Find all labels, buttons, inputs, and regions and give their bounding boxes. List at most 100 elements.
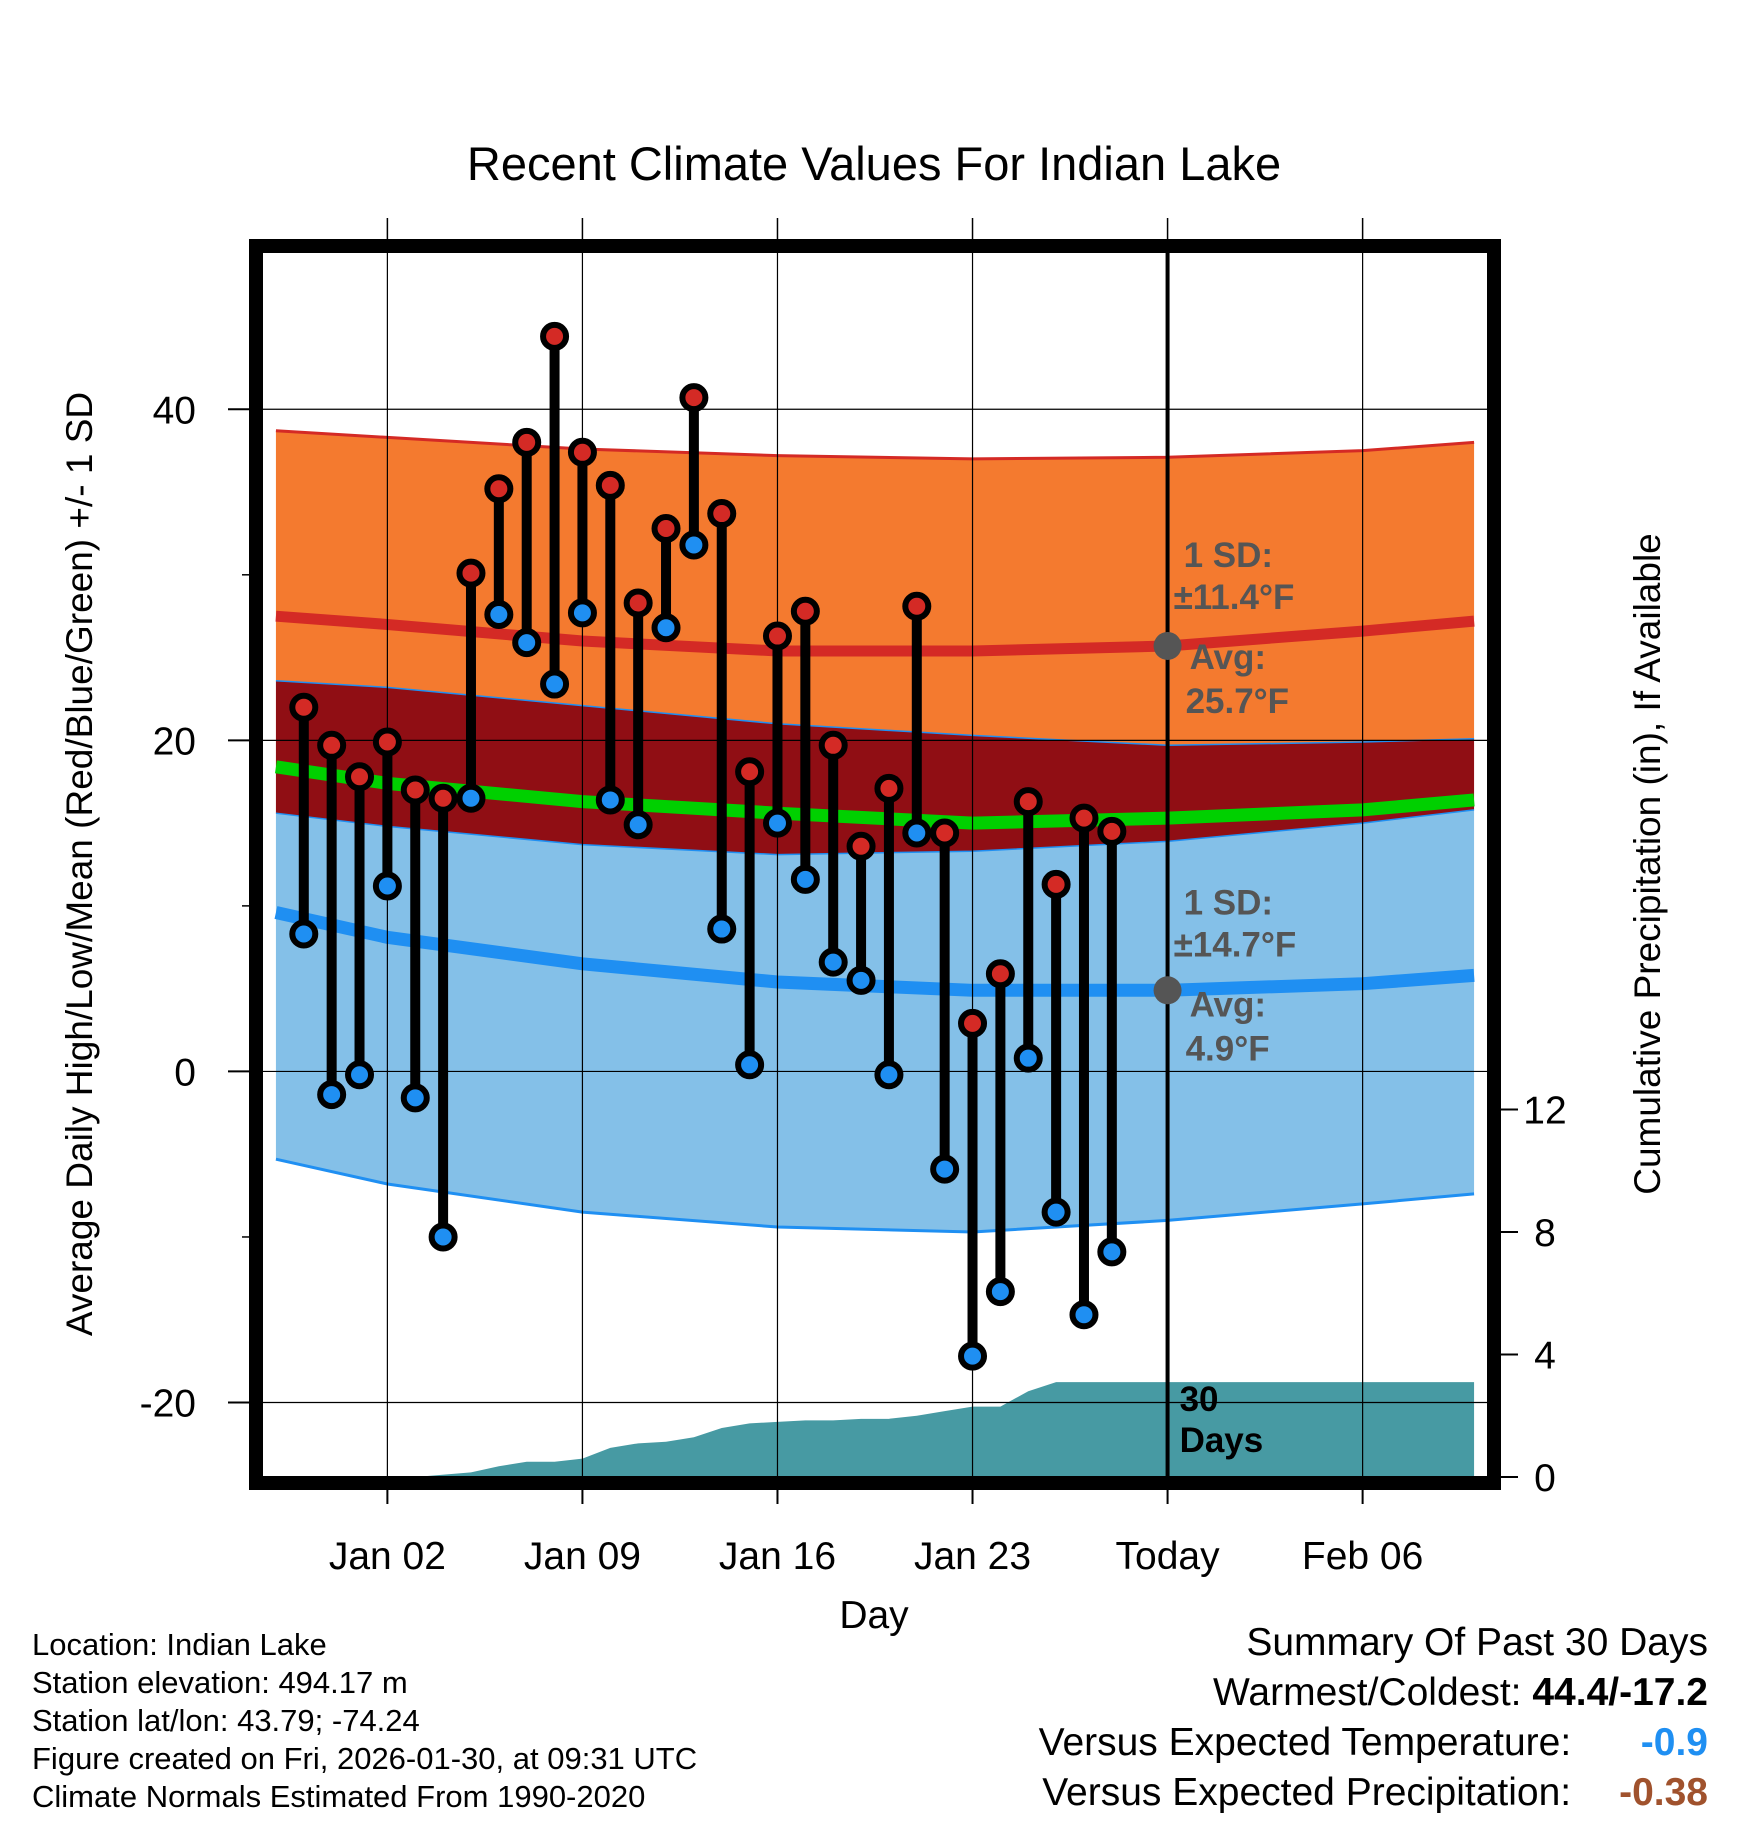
daily-low-point [958,1341,988,1371]
high-sd-value: ±11.4°F [1174,578,1295,617]
daily-low-point [1069,1300,1099,1330]
high-sd-band [275,430,1475,746]
daily-low-point [428,1222,458,1252]
daily-low-point [567,598,597,628]
x-tick-label: Jan 02 [329,1535,446,1578]
daily-high-point [512,427,542,457]
warm-cold-value: 44.4/-17.2 [1532,1671,1708,1714]
summary-heading: Summary Of Past 30 Days [1246,1621,1708,1664]
x-tick-label: Today [1116,1535,1221,1578]
daily-low-point [902,818,932,848]
x-axis-label: Day [839,1594,909,1637]
daily-low-point [540,669,570,699]
warm-cold-label: Warmest/Coldest: [1213,1671,1522,1714]
daily-high-point [679,383,709,413]
daily-high-point [484,474,514,504]
y-tick-label-left: 20 [153,720,196,763]
summary-precip-row: Versus Expected Precipitation: -0.38 [1039,1768,1708,1818]
daily-low-point [735,1050,765,1080]
daily-low-point [790,864,820,894]
low-avg-label: Avg: [1190,985,1266,1024]
high-lower-edge [275,680,1475,747]
daily-high-point [289,692,319,722]
daily-high-point [1069,803,1099,833]
daily-high-point [874,773,904,803]
y-tick-label-right: 8 [1534,1212,1556,1255]
daily-high-point [790,596,820,626]
high-avg-marker [1153,631,1182,660]
normals-text: Climate Normals Estimated From 1990-2020 [32,1779,646,1814]
chart-title: Recent Climate Values For Indian Lake [467,137,1281,190]
daily-low-point [846,965,876,995]
daily-high-point [372,727,402,757]
daily-high-point [428,783,458,813]
daily-low-point [484,600,514,630]
daily-high-point [651,513,681,543]
low-sd-value: ±14.7°F [1174,925,1297,964]
low-sd-band [275,809,1475,1232]
daily-low-point [289,919,319,949]
daily-high-point [762,621,792,651]
latlon-text: Station lat/lon: 43.79; -74.24 [32,1703,420,1738]
daily-low-point [400,1083,430,1113]
daily-high-point [735,757,765,787]
y-axis-left-label: Average Daily High/Low/Mean (Red/Blue/Gr… [59,392,100,1336]
daily-high-point [400,775,430,805]
daily-low-point [372,871,402,901]
days-word-label: Days [1180,1421,1264,1460]
days-count-label: 30 [1180,1380,1219,1419]
daily-low-point [456,783,486,813]
temp-anomaly-value: -0.9 [1640,1721,1708,1764]
daily-low-point [679,530,709,560]
daily-low-point [818,947,848,977]
low-avg-value: 4.9°F [1186,1029,1270,1068]
daily-high-point [1041,869,1071,899]
daily-high-point [930,818,960,848]
precip-area [275,1382,1475,1477]
daily-high-point [540,321,570,351]
summary-panel: Summary Of Past 30 Days Warmest/Coldest:… [1039,1618,1708,1818]
daily-high-point [846,831,876,861]
low-sd-label: 1 SD: [1184,883,1273,922]
daily-low-point [707,914,737,944]
daily-high-point [958,1008,988,1038]
low-lower-edge [275,1157,1475,1234]
daily-low-point [985,1277,1015,1307]
daily-high-point [985,959,1015,989]
summary-warm-cold-row: Warmest/Coldest: 44.4/-17.2 [1039,1668,1708,1718]
created-text: Figure created on Fri, 2026-01-30, at 09… [32,1741,698,1776]
high-upper-edge [275,429,1475,461]
daily-high-point [567,437,597,467]
high-sd-label: 1 SD: [1184,536,1273,575]
station-info: Location: Indian Lake Station elevation:… [32,1626,697,1816]
daily-low-point [1013,1043,1043,1073]
normal-high-line [275,610,1475,657]
daily-high-point [1013,787,1043,817]
y-tick-label-right: 0 [1534,1457,1556,1500]
y-tick-label-right: 12 [1523,1090,1566,1133]
elevation-text: Station elevation: 494.17 m [32,1665,408,1700]
x-tick-label: Jan 16 [719,1535,836,1578]
daily-low-point [874,1060,904,1090]
daily-low-point [595,785,625,815]
overlap-band [275,680,1475,855]
daily-low-point [651,613,681,643]
daily-low-point [1041,1197,1071,1227]
daily-low-point [345,1060,375,1090]
plot-frame [249,239,1501,1490]
daily-high-point [345,762,375,792]
y-tick-label-left: 40 [153,389,196,432]
y-tick-label-right: 4 [1534,1335,1556,1378]
daily-low-point [1097,1237,1127,1267]
y-tick-label-left: 0 [174,1051,196,1094]
daily-high-point [456,558,486,588]
daily-low-point [623,810,653,840]
daily-low-point [512,628,542,658]
y-tick-label-left: -20 [140,1383,196,1426]
precip-anomaly-value: -0.38 [1619,1771,1708,1814]
location-text: Location: Indian Lake [32,1627,327,1662]
daily-low-point [317,1080,347,1110]
daily-high-point [595,470,625,500]
high-avg-label: Avg: [1190,638,1266,677]
